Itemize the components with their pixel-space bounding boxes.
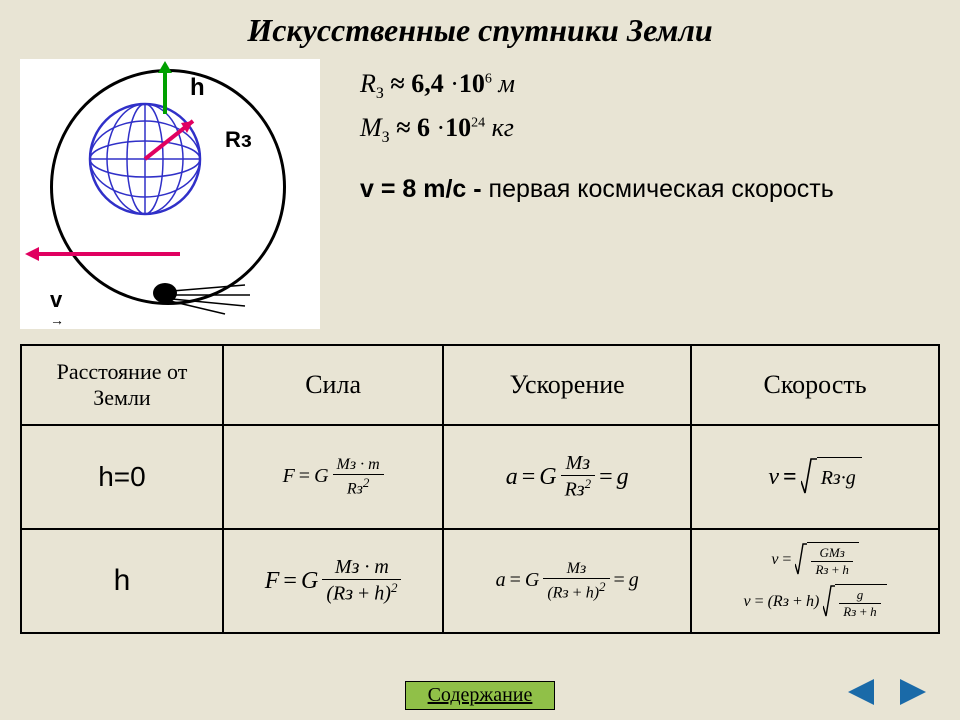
v-label: v	[50, 287, 62, 313]
formula-table: Расстояние от Земли Сила Ускорение Скоро…	[20, 344, 940, 634]
next-arrow-icon[interactable]	[896, 677, 930, 712]
prev-arrow-icon[interactable]	[844, 677, 878, 712]
rz-label: Rз	[225, 127, 252, 153]
h-arrow-icon	[163, 69, 167, 114]
th-distance: Расстояние от Земли	[21, 345, 223, 425]
cell-speed-h0: v= Rз · g	[691, 425, 939, 529]
first-cosmic-velocity: v = 8 m/c - первая космическая скорость	[360, 172, 834, 207]
satellite-icon	[150, 281, 270, 321]
cell-h0: h=0	[21, 425, 223, 529]
cell-speed-h: v= GMз Rз + h v=(Rз + h)	[691, 529, 939, 633]
footer: Содержание	[0, 681, 960, 710]
cell-accel-h: a=G Mз (Rз + h)2 =g	[443, 529, 691, 633]
upper-region: h Rз v → RЗ ≈ 6,4 ·106 м MЗ ≈ 6 ·1024 кг	[0, 59, 960, 329]
v-small-arrow: →	[50, 314, 64, 330]
orbit-diagram: h Rз v →	[20, 59, 320, 329]
cell-accel-h0: a=G Mз Rз2 =g	[443, 425, 691, 529]
table-row: h=0 F=G Mз · m Rз2 a=G Mз Rз2 =g	[21, 425, 939, 529]
nav-arrows	[844, 677, 930, 712]
contents-button[interactable]: Содержание	[405, 681, 556, 710]
h-label: h	[190, 74, 205, 102]
cell-h: h	[21, 529, 223, 633]
v-arrow-icon	[35, 252, 180, 256]
constants-block: RЗ ≈ 6,4 ·106 м MЗ ≈ 6 ·1024 кг v = 8 m/…	[360, 59, 834, 329]
th-speed: Скорость	[691, 345, 939, 425]
mz-constant: MЗ ≈ 6 ·1024 кг	[360, 113, 834, 147]
earth-globe-icon	[85, 99, 205, 219]
table-row: h F=G Mз · m (Rз + h)2 a=G Mз (Rз + h)2 …	[21, 529, 939, 633]
cell-force-h0: F=G Mз · m Rз2	[223, 425, 443, 529]
page-title: Искусственные спутники Земли	[0, 0, 960, 49]
table-header-row: Расстояние от Земли Сила Ускорение Скоро…	[21, 345, 939, 425]
rz-constant: RЗ ≈ 6,4 ·106 м	[360, 69, 834, 103]
th-force: Сила	[223, 345, 443, 425]
cell-force-h: F=G Mз · m (Rз + h)2	[223, 529, 443, 633]
th-accel: Ускорение	[443, 345, 691, 425]
